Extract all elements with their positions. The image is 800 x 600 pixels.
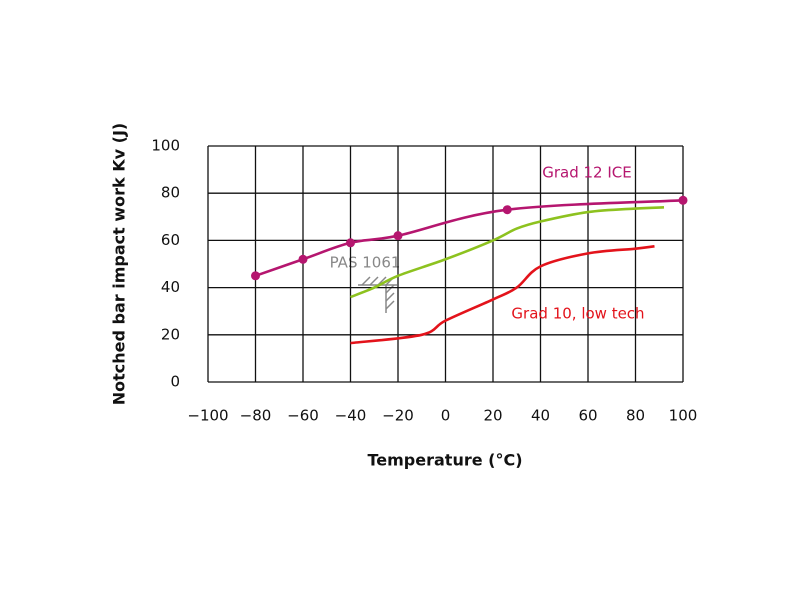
series-label: Grad 10, low tech [511,305,644,323]
x-tick-label: −20 [382,407,414,425]
y-tick-label: 100 [151,137,180,155]
x-tick-label: 0 [441,407,451,425]
y-axis-label: Notched bar impact work Kv (J) [110,123,129,405]
y-tick-label: 40 [161,278,180,296]
data-point [678,195,688,205]
x-tick-label: −40 [335,407,367,425]
data-point [502,205,512,215]
series-line [350,206,665,299]
annotation: PAS 1061 [330,254,401,272]
annotation-hatch [361,276,395,310]
x-tick-label: −100 [187,407,228,425]
series-line [255,198,684,278]
x-tick-label: 80 [626,407,645,425]
data-point [251,271,260,281]
x-tick-label: −60 [287,407,319,425]
x-tick-label: 40 [531,407,550,425]
x-axis-label: Temperature (°C) [367,451,522,470]
series-line [350,245,655,345]
y-tick-label: 20 [161,325,180,343]
series-label: Grad 12 ICE [542,164,632,182]
y-tick-label: 80 [161,184,180,202]
data-point [298,254,308,264]
y-tick-label: 0 [170,373,180,391]
y-tick-label: 60 [161,231,180,249]
annotation-symbol [358,276,397,313]
x-tick-label: 20 [483,407,502,425]
data-point [346,238,355,248]
x-tick-label: −80 [240,407,272,425]
x-tick-label: 100 [669,407,698,425]
x-tick-label: 60 [578,407,597,425]
data-point [393,231,403,241]
